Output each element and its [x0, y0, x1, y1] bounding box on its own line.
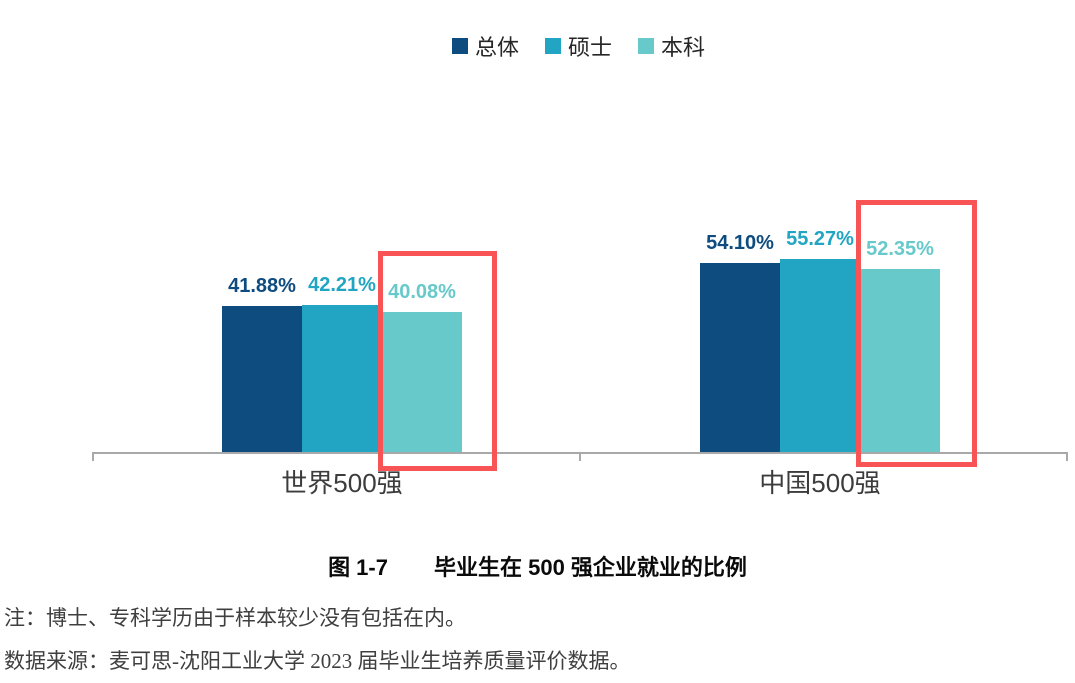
bar-col-china-master: 55.27%	[780, 228, 860, 452]
figure-caption-number: 图 1-7	[328, 555, 388, 580]
bar-col-world-master: 42.21%	[302, 274, 382, 452]
bar-china-bachelor	[860, 269, 940, 452]
bar-world-bachelor	[382, 312, 462, 452]
bar-value-world-master: 42.21%	[308, 274, 376, 296]
legend-item-bachelor: 本科	[638, 30, 705, 62]
bar-value-china-overall: 54.10%	[706, 232, 774, 254]
bar-value-china-master: 55.27%	[786, 228, 854, 250]
legend-label-overall: 总体	[475, 35, 520, 60]
chart-legend: 总体 硕士 本科	[452, 30, 705, 62]
figure-caption-title: 毕业生在 500 强企业就业的比例	[433, 555, 747, 580]
bar-world-overall	[222, 306, 302, 452]
x-axis-tick-middle	[579, 452, 581, 461]
highlight-box-china-bachelor	[856, 200, 977, 467]
bar-col-world-bachelor: 40.08%	[382, 281, 462, 452]
legend-swatch-bachelor-icon	[638, 38, 655, 54]
x-axis-tick-right	[1066, 452, 1068, 461]
figure-source: 数据来源：麦可思-沈阳工业大学 2023 届毕业生培养质量评价数据。	[4, 649, 631, 673]
bar-china-master	[780, 259, 860, 452]
legend-swatch-overall-icon	[452, 38, 468, 54]
x-axis-tick-left	[92, 452, 94, 461]
bar-col-china-bachelor: 52.35%	[860, 238, 940, 452]
bar-col-world-overall: 41.88%	[222, 275, 302, 452]
category-label-world: 世界500强	[281, 468, 403, 498]
legend-swatch-master-icon	[545, 38, 562, 54]
bar-value-world-bachelor: 40.08%	[388, 281, 456, 303]
bar-china-overall	[700, 263, 780, 452]
bar-value-china-bachelor: 52.35%	[866, 238, 934, 260]
bar-col-china-overall: 54.10%	[700, 232, 780, 452]
figure-note: 注：博士、专科学历由于样本较少没有包括在内。	[4, 606, 466, 630]
legend-item-overall: 总体	[452, 30, 519, 62]
legend-label-bachelor: 本科	[661, 35, 706, 60]
highlight-box-world-bachelor	[378, 251, 497, 471]
legend-item-master: 硕士	[545, 30, 612, 62]
legend-label-master: 硕士	[568, 35, 613, 60]
bar-world-master	[302, 305, 382, 452]
bar-value-world-overall: 41.88%	[228, 275, 296, 297]
figure-caption: 图 1-7 毕业生在 500 强企业就业的比例	[0, 550, 1075, 582]
category-label-china: 中国500强	[759, 468, 881, 498]
